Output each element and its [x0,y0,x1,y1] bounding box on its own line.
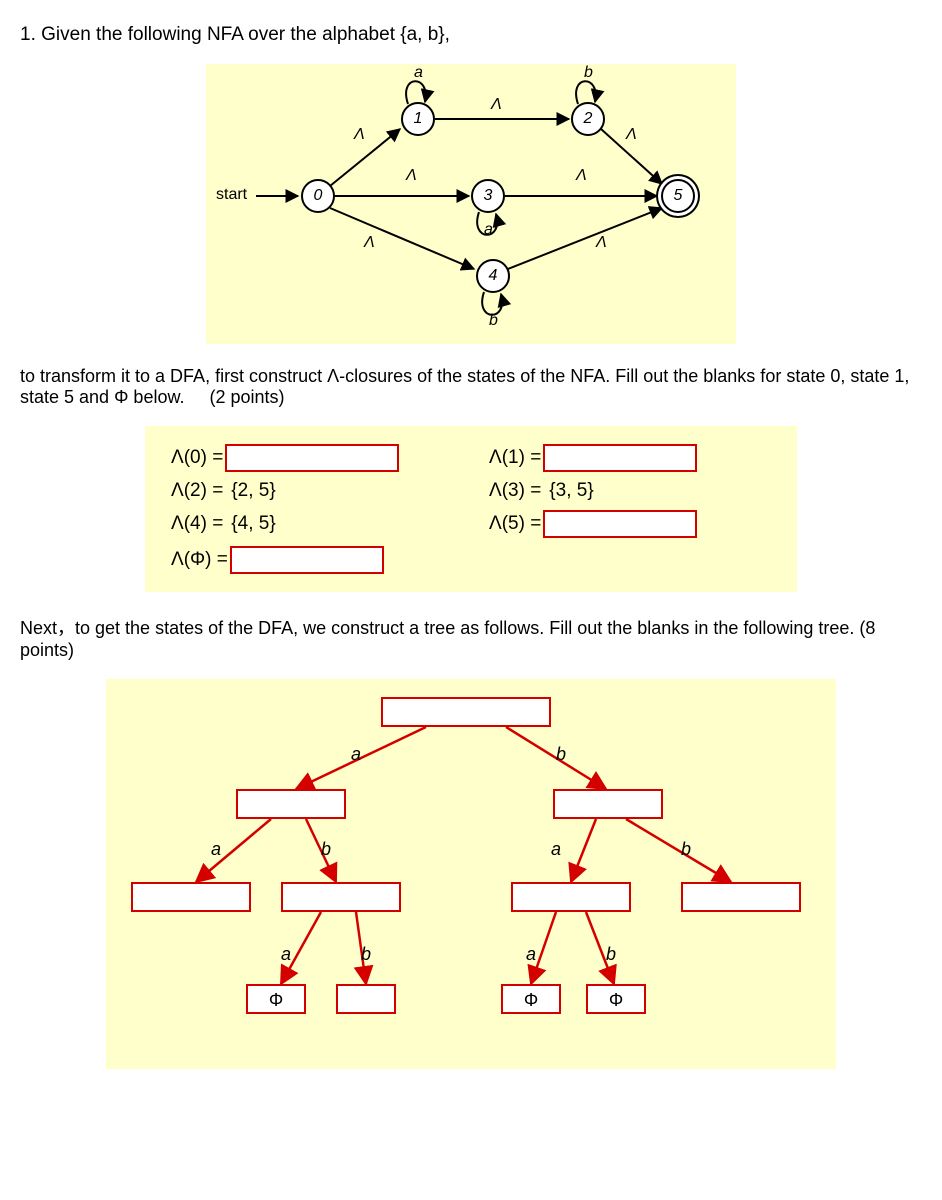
closure-row: Λ(0) = [171,444,453,472]
nfa-node-0: 0 [301,179,335,213]
tree-edge-label: b [321,839,331,860]
tree-box-root[interactable] [381,697,551,727]
loop-label: b [584,64,593,82]
edge-label: Λ [364,234,375,252]
question-text: Given the following NFA over the alphabe… [41,24,450,45]
closure-row: Λ(3) = {3, 5} [489,480,771,502]
tree-edge-label: a [211,839,221,860]
loop-label: b [489,312,498,330]
tree-edges-svg [106,679,836,1069]
closures-instructions: to transform it to a DFA, first construc… [20,366,922,408]
closure-row: Λ(1) = [489,444,771,472]
edge-label: Λ [406,167,417,185]
tree-box-RLa[interactable]: Φ [501,984,561,1014]
nfa-node-2: 2 [571,102,605,136]
loop-label: a [414,64,423,82]
closure-label: Λ(Φ) = [171,549,228,571]
edge-label: Λ [576,167,587,185]
closure-label: Λ(5) = [489,513,541,535]
tree-box-L[interactable] [236,789,346,819]
closure-blank-phi[interactable] [230,546,384,574]
closure-row: Λ(5) = [489,510,771,538]
closure-value: {4, 5} [231,513,275,535]
closure-label: Λ(3) = [489,480,541,502]
closure-label: Λ(1) = [489,447,541,469]
tree-box-LRb[interactable] [336,984,396,1014]
tree-instructions: Next，to get the states of the DFA, we co… [20,614,922,661]
nfa-edges-svg [206,64,736,344]
closure-row: Λ(Φ) = [171,546,453,574]
nfa-node-3: 3 [471,179,505,213]
tree-box-LR[interactable] [281,882,401,912]
tree-edge-label: b [681,839,691,860]
tree-box-RR[interactable] [681,882,801,912]
edge-label: Λ [354,126,365,144]
closure-row: Λ(4) = {4, 5} [171,510,453,538]
tree-edge-label: a [281,944,291,965]
closure-blank-5[interactable] [543,510,697,538]
closure-row: Λ(2) = {2, 5} [171,480,453,502]
loop-label: a [484,221,493,239]
nfa-diagram: start 0 1 2 3 4 5 Λ Λ Λ Λ Λ Λ Λ a b a b [206,64,736,344]
tree-edge-label: a [351,744,361,765]
closure-label: Λ(2) = [171,480,223,502]
closure-label: Λ(4) = [171,513,223,535]
tree-edge-label: b [556,744,566,765]
tree-box-LL[interactable] [131,882,251,912]
edge-label: Λ [491,96,502,114]
closures-panel: Λ(0) = Λ(1) = Λ(2) = {2, 5} Λ(3) = {3, 5… [145,426,797,592]
tree-edge-label: a [526,944,536,965]
closure-value: {2, 5} [231,480,275,502]
tree-box-RL[interactable] [511,882,631,912]
closure-blank-1[interactable] [543,444,697,472]
closure-label: Λ(0) = [171,447,223,469]
nfa-node-5: 5 [661,179,695,213]
tree-box-R[interactable] [553,789,663,819]
closure-value: {3, 5} [549,480,593,502]
edge-label: Λ [596,234,607,252]
tree-box-RLb[interactable]: Φ [586,984,646,1014]
question-number: 1. [20,24,36,45]
tree-edge-label: a [551,839,561,860]
edge-label: Λ [626,126,637,144]
tree-box-LRa[interactable]: Φ [246,984,306,1014]
nfa-node-1: 1 [401,102,435,136]
tree-panel: Φ Φ Φ a b a b a b a b a b [106,679,836,1069]
tree-edge-label: b [361,944,371,965]
tree-edge-label: b [606,944,616,965]
nfa-node-4: 4 [476,259,510,293]
question-intro: 1. Given the following NFA over the alph… [20,24,922,46]
closure-blank-0[interactable] [225,444,399,472]
start-label: start [216,186,247,204]
